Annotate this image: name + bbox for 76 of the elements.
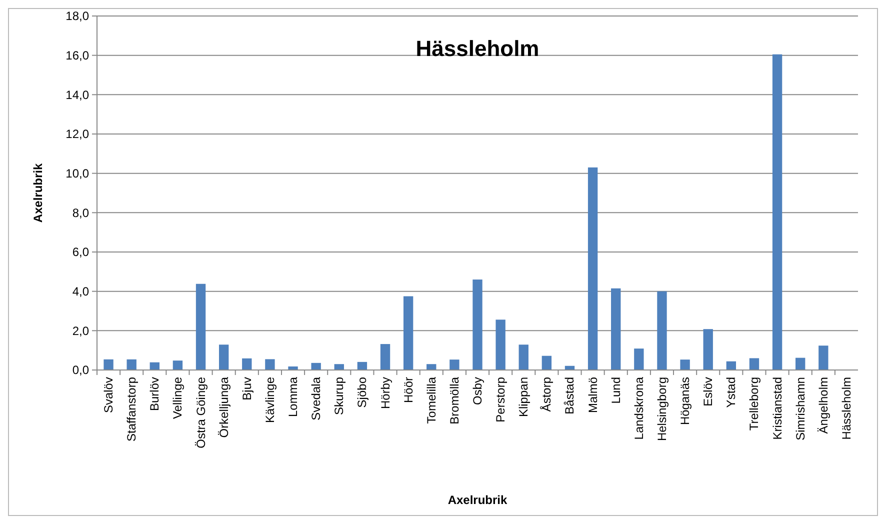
- bar: [772, 54, 782, 370]
- x-tick-label: Höör: [401, 377, 416, 404]
- x-tick-label: Bromölla: [447, 376, 462, 424]
- x-tick-label: Hässleholm: [839, 377, 854, 440]
- bar: [680, 360, 690, 370]
- bar: [657, 291, 667, 370]
- y-axis-title: Axelrubrik: [31, 163, 45, 223]
- x-tick-label: Örkelljunga: [216, 376, 231, 438]
- x-tick-label: Åstorp: [540, 376, 554, 412]
- x-tick-label: Kristianstad: [770, 377, 784, 440]
- bar: [403, 296, 414, 370]
- x-tick-label: Båstad: [562, 377, 577, 414]
- bar: [588, 167, 598, 370]
- x-tick-label: Staffanstorp: [124, 376, 139, 442]
- x-tick-label: Ystad: [724, 377, 738, 408]
- bar: [218, 344, 229, 370]
- x-tick-label: Östra Göinge: [194, 376, 208, 448]
- x-tick-label: Kävlinge: [262, 376, 277, 424]
- bar: [611, 288, 621, 370]
- text: Hässleholm: [416, 36, 540, 61]
- y-tick-label: 14,0: [66, 88, 90, 102]
- bar: [518, 344, 528, 370]
- y-tick-label: 2,0: [72, 324, 90, 338]
- bar: [472, 280, 482, 370]
- bar: [357, 362, 368, 370]
- x-tick-label: Sjöbo: [355, 376, 370, 408]
- x-tick-label: Bjuv: [240, 377, 254, 400]
- x-tick-label: Osby: [470, 377, 484, 406]
- bar: [703, 329, 713, 370]
- bar: [726, 361, 736, 370]
- x-tick-label: Ängelholm: [816, 377, 830, 434]
- y-tick-label: 16,0: [66, 48, 90, 63]
- bar: [426, 364, 436, 370]
- bar: [818, 346, 828, 370]
- x-tick-label: Skurup: [332, 376, 346, 416]
- y-tick-label: 10,0: [66, 166, 90, 181]
- bar: [450, 360, 460, 370]
- bar: [380, 344, 390, 370]
- x-tick-label: Landskrona: [632, 376, 646, 440]
- bar: [196, 284, 206, 370]
- x-tick-label: Höganäs: [678, 377, 692, 426]
- x-tick-label: Perstorp: [494, 376, 508, 422]
- x-tick-label: Hörby: [378, 377, 392, 410]
- x-tick-label: Tomelilla: [424, 376, 438, 424]
- x-tick-label: Svedala: [309, 376, 324, 420]
- x-tick-label: Lund: [608, 377, 623, 404]
- bar: [242, 358, 252, 370]
- x-tick-label: Burlöv: [148, 377, 162, 412]
- y-tick-label: 12,0: [66, 127, 90, 142]
- y-tick-label: 8,0: [72, 206, 90, 220]
- x-tick-label: Lomma: [286, 376, 300, 418]
- bar: [172, 360, 183, 370]
- bar: [334, 364, 344, 370]
- x-tick-label: Vellinge: [170, 376, 185, 420]
- bar: [796, 358, 806, 370]
- x-tick-label: Eslöv: [701, 377, 716, 406]
- x-tick-label: Simrishamn: [793, 377, 808, 440]
- y-tick-label: 18,0: [66, 9, 90, 24]
- y-tick-label: 0,0: [72, 363, 90, 378]
- x-axis-title: Axelrubrik: [448, 493, 508, 507]
- bar: [150, 362, 160, 370]
- bar: [634, 348, 644, 370]
- bar: [104, 359, 114, 370]
- x-tick-label: Svalöv: [102, 377, 116, 414]
- x-tick-label: Klippan: [516, 377, 531, 418]
- bar: [496, 320, 506, 370]
- bar: [311, 362, 321, 370]
- bar: [542, 356, 552, 370]
- bar: [749, 358, 760, 370]
- bar: [126, 359, 136, 370]
- x-tick-label: Helsingborg: [654, 377, 669, 442]
- bar: [265, 359, 275, 370]
- x-tick-label: Trelleborg: [747, 377, 762, 431]
- y-tick-label: 6,0: [72, 245, 90, 260]
- y-tick-label: 4,0: [72, 284, 90, 299]
- x-tick-label: Malmö: [586, 376, 600, 414]
